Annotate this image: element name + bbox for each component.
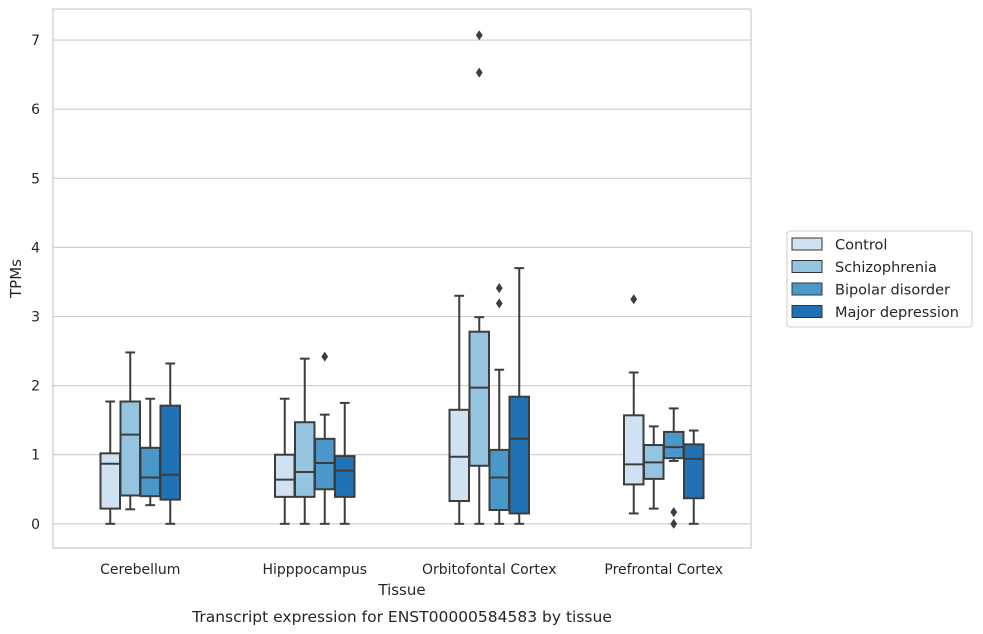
box-group: [314, 351, 336, 525]
outlier-point: [495, 283, 503, 294]
legend-frame: [786, 230, 973, 328]
legend-swatch: [791, 305, 823, 318]
box-iqr: [683, 443, 705, 500]
box-iqr: [99, 452, 121, 510]
box-group: [139, 397, 161, 507]
box-iqr: [159, 404, 181, 501]
box-iqr: [488, 448, 510, 511]
box-iqr: [294, 421, 316, 498]
legend-swatch: [791, 282, 823, 296]
x-tick-label: Hipppocampus: [262, 562, 367, 578]
box-group: [643, 425, 665, 510]
box-group: [99, 400, 121, 525]
outlier-point: [670, 507, 678, 518]
box-group: [159, 362, 181, 525]
y-tick-label: 5: [31, 171, 40, 187]
box-iqr: [314, 437, 336, 491]
x-axis-ticks: Cerebellum Hipppocampus Orbitofontal Corte…: [100, 562, 723, 578]
legend-entry: Schizophrenia: [835, 260, 937, 276]
chart-caption: Transcript expression for ENST0000058458…: [191, 608, 612, 626]
box-iqr: [508, 395, 530, 515]
legend-swatch: [791, 260, 823, 273]
box-group: [468, 30, 490, 525]
legend: Control Schizophrenia Bipolar disorder Majo…: [786, 230, 973, 328]
y-axis-label: TPMs: [7, 259, 25, 299]
outlier-point: [630, 294, 638, 305]
box-group: [334, 401, 356, 525]
x-tick-label: Cerebellum: [100, 562, 180, 578]
x-axis-label: Tissue: [377, 581, 425, 599]
y-tick-label: 7: [31, 33, 40, 49]
y-tick-label: 3: [31, 310, 40, 326]
outlier-point: [475, 30, 483, 41]
box-iqr: [468, 330, 490, 467]
outlier-point: [321, 351, 329, 362]
outlier-point: [670, 518, 678, 529]
plot-frame: [52, 8, 752, 549]
outlier-point: [475, 67, 483, 78]
box-group: [508, 267, 530, 525]
y-tick-label: 2: [31, 379, 40, 395]
y-tick-label: 4: [31, 240, 40, 256]
y-axis-ticks: 0 1 2 3 4 5 6 7: [31, 33, 40, 533]
legend-entry: Bipolar disorder: [835, 283, 950, 299]
box-group: [448, 294, 470, 525]
box-iqr: [274, 453, 296, 498]
legend-entry: Major depression: [835, 305, 959, 321]
box-iqr: [334, 455, 356, 498]
x-tick-label: Prefrontal Cortex: [604, 562, 723, 578]
box-group: [623, 294, 645, 515]
box-iqr: [448, 408, 470, 503]
box-iqr: [119, 400, 141, 497]
box-iqr: [663, 430, 685, 460]
legend-swatch: [791, 237, 823, 251]
y-tick-label: 0: [31, 517, 40, 533]
y-tick-label: 1: [31, 448, 40, 464]
box-iqr: [623, 414, 645, 486]
box-group: [274, 397, 296, 525]
legend-entry: Control: [835, 238, 887, 254]
box-group: [683, 429, 705, 525]
x-tick-label: Orbitofontal Cortex: [422, 562, 557, 578]
box-iqr: [139, 446, 161, 498]
outlier-point: [495, 298, 503, 309]
box-series: [99, 30, 705, 529]
box-group: [119, 351, 141, 511]
y-tick-label: 6: [31, 102, 40, 118]
